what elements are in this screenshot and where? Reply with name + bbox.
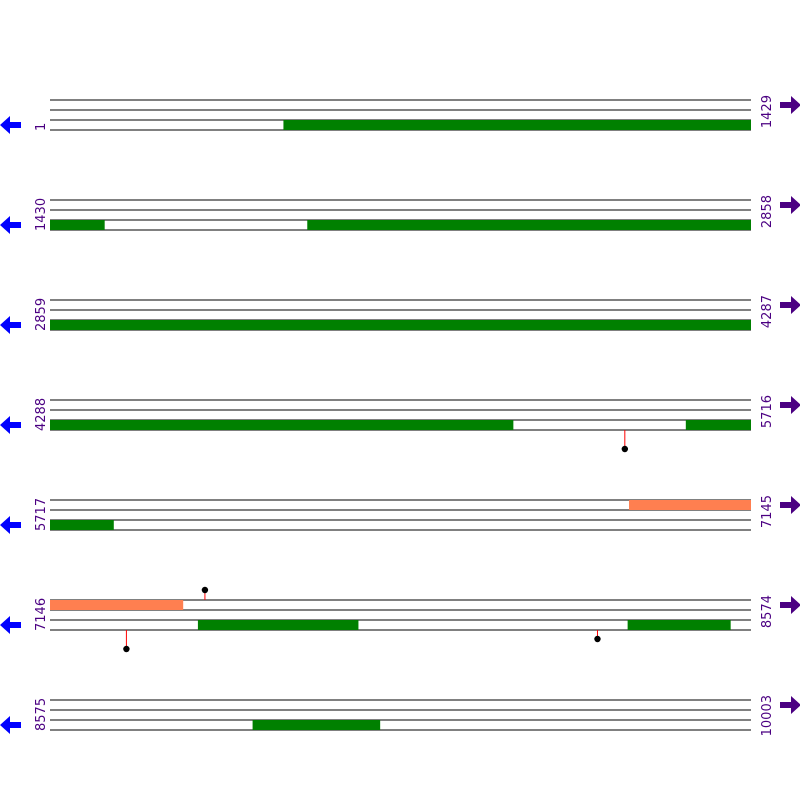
- row-end-label: 1429: [760, 95, 775, 128]
- right-arrow-icon[interactable]: [780, 296, 800, 314]
- feature-bar: [629, 500, 751, 510]
- row-end-label: 2858: [760, 195, 775, 228]
- right-arrow-icon[interactable]: [780, 496, 800, 514]
- orf-bar: [50, 520, 114, 530]
- orf-bar: [283, 120, 751, 130]
- orf-bar: [50, 420, 514, 430]
- row-start-label: 7146: [34, 598, 49, 631]
- row-start-label: 1: [34, 123, 49, 131]
- row-end-label: 5716: [760, 395, 775, 428]
- orf-bar: [307, 220, 751, 230]
- row-start-label: 8575: [34, 698, 49, 731]
- row-start-label: 2859: [34, 298, 49, 331]
- row-start-label: 4288: [34, 398, 49, 431]
- row-end-label: 10003: [760, 695, 775, 736]
- row-end-label: 8574: [760, 595, 775, 628]
- orf-bar: [50, 320, 751, 330]
- row-end-label: 4287: [760, 295, 775, 328]
- row-start-label: 1430: [34, 198, 49, 231]
- left-arrow-icon[interactable]: [0, 416, 21, 434]
- left-arrow-icon[interactable]: [0, 516, 21, 534]
- site-marker[interactable]: [621, 445, 629, 453]
- left-arrow-icon[interactable]: [0, 316, 21, 334]
- right-arrow-icon[interactable]: [780, 196, 800, 214]
- orf-bar: [50, 220, 105, 230]
- site-marker[interactable]: [594, 635, 601, 643]
- right-arrow-icon[interactable]: [780, 96, 800, 114]
- left-arrow-icon[interactable]: [0, 616, 21, 634]
- orf-bar: [685, 420, 751, 430]
- row-start-label: 5717: [34, 498, 49, 531]
- right-arrow-icon[interactable]: [780, 396, 800, 414]
- orf-bar: [627, 620, 731, 630]
- right-arrow-icon[interactable]: [780, 696, 800, 714]
- feature-bar: [50, 600, 184, 610]
- left-arrow-icon[interactable]: [0, 216, 21, 234]
- site-marker[interactable]: [123, 645, 130, 653]
- site-marker[interactable]: [201, 586, 209, 594]
- orf-bar: [252, 720, 381, 730]
- left-arrow-icon[interactable]: [0, 716, 21, 734]
- left-arrow-icon[interactable]: [0, 116, 21, 134]
- right-arrow-icon[interactable]: [780, 596, 800, 614]
- row-end-label: 7145: [760, 495, 775, 528]
- orf-bar: [197, 620, 359, 630]
